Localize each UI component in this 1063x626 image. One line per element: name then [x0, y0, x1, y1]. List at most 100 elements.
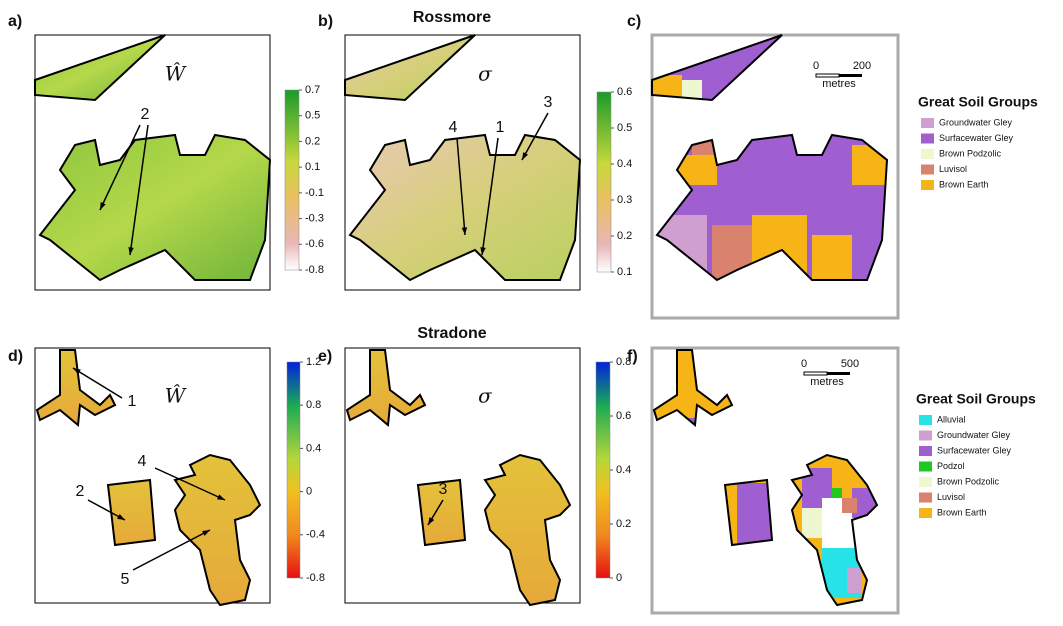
section-title: Stradone: [417, 325, 486, 342]
annotation: 4: [449, 119, 458, 136]
scale-unit: metres: [822, 78, 856, 90]
colorbar-tick-label: 0.6: [616, 410, 631, 422]
map-region: [40, 135, 270, 280]
colorbar-tick-label: 0.6: [617, 86, 632, 98]
map-region: [350, 135, 580, 280]
legend-swatch: [919, 493, 932, 503]
colorbar-tick-label: 0.4: [306, 442, 321, 454]
scale-bar: [816, 74, 839, 77]
colorbar-tick-label: -0.4: [306, 529, 325, 541]
soil-patch: [752, 215, 807, 295]
map-symbol: Ŵ: [165, 384, 187, 408]
scale-label: 500: [841, 358, 859, 370]
legend-label: Surfacewater Gley: [937, 445, 1012, 455]
legend-label: Alluvial: [937, 414, 966, 424]
colorbar-tick-label: -0.8: [305, 264, 324, 276]
legend-label: Surfacewater Gley: [939, 133, 1014, 143]
annotation: 1: [496, 119, 505, 136]
scale-bar: [839, 74, 862, 77]
soil-patch: [652, 75, 682, 135]
colorbar-tick-label: 0.5: [305, 110, 320, 122]
legend-swatch: [921, 180, 934, 190]
colorbar-tick-label: -0.3: [305, 212, 324, 224]
legend-swatch: [921, 165, 934, 175]
soil-patch: [652, 418, 712, 433]
legend-swatch: [919, 508, 932, 518]
panel-label: d): [8, 348, 23, 365]
colorbar-tick-label: 0.4: [617, 158, 632, 170]
legend-label: Brown Podzolic: [937, 476, 1000, 486]
colorbar: [287, 362, 300, 578]
legend-label: Luvisol: [937, 492, 965, 502]
panel-label: a): [8, 13, 22, 30]
colorbar-tick-label: -0.1: [305, 187, 324, 199]
soil-patch: [682, 80, 702, 105]
colorbar-tick-label: 0.3: [617, 194, 632, 206]
map: [347, 350, 570, 605]
annotation: 2: [141, 106, 150, 123]
legend-label: Luvisol: [939, 164, 967, 174]
panel: a) Ŵ 0.7 0.5 0.2 0.1 -0.1 -0.3 -0.6 -0.8 2: [8, 13, 324, 290]
legend-label: Groundwater Gley: [939, 117, 1013, 127]
legend-title: Great Soil Groups: [918, 94, 1038, 110]
legend-label: Groundwater Gley: [937, 430, 1011, 440]
legend-swatch: [919, 462, 932, 472]
map: [345, 35, 580, 280]
colorbar-tick-label: 0.1: [617, 266, 632, 278]
colorbar-tick-label: -0.6: [305, 238, 324, 250]
colorbar: [596, 362, 610, 578]
scale-unit: metres: [810, 376, 844, 388]
map-symbol: σ: [478, 384, 493, 408]
legend-swatch: [919, 446, 932, 456]
legend-swatch: [919, 415, 932, 425]
panel-label: e): [318, 348, 332, 365]
legend-label: Podzol: [937, 461, 965, 471]
soil-patch: [847, 568, 862, 593]
panel-label: b): [318, 13, 333, 30]
colorbar: [285, 90, 299, 270]
panel-label: f): [627, 348, 638, 365]
legend-label: Brown Podzolic: [939, 148, 1002, 158]
panel-label: c): [627, 13, 641, 30]
colorbar: [597, 92, 611, 272]
colorbar-tick-label: 0: [616, 572, 622, 584]
scale-bar: [804, 372, 827, 375]
colorbar-tick-label: 0.1: [305, 161, 320, 173]
colorbar-tick-label: 0: [306, 486, 312, 498]
colorbar-tick-label: 0.7: [305, 84, 320, 96]
soil-patch: [712, 225, 752, 285]
legend-label: Brown Earth: [939, 179, 989, 189]
legend-label: Brown Earth: [937, 507, 987, 517]
panel: f) 0 500 metres Great Soil Groups Alluvial Gro…: [627, 348, 1036, 618]
legend-title: Great Soil Groups: [916, 391, 1036, 407]
scale-label: 0: [801, 358, 807, 370]
legend-swatch: [921, 118, 934, 128]
figure: Rossmore Stradone a) Ŵ 0.7 0.5 0.2 0.1 -0.1 -0.…: [0, 0, 1063, 621]
soil-patch: [652, 418, 712, 433]
map-symbol: σ: [478, 62, 493, 86]
colorbar-tick-label: 0.5: [617, 122, 632, 134]
annotation: 5: [121, 571, 130, 588]
legend-swatch: [919, 431, 932, 441]
scale-label: 0: [813, 60, 819, 72]
map: [652, 35, 892, 325]
colorbar-tick-label: 0.2: [305, 135, 320, 147]
annotation: 3: [439, 481, 448, 498]
colorbar-tick-label: 0.8: [306, 399, 321, 411]
map-region: [108, 480, 155, 545]
map-region: [35, 35, 165, 100]
map-region: [345, 35, 475, 100]
panel: b)σ0.60.50.40.30.20.1413: [318, 13, 632, 290]
map: [35, 35, 270, 280]
legend-swatch: [921, 149, 934, 159]
map: [652, 348, 902, 618]
colorbar-tick-label: 0.4: [616, 464, 631, 476]
section-title: Rossmore: [413, 9, 491, 26]
map-symbol: Ŵ: [165, 62, 187, 86]
annotation: 2: [76, 483, 85, 500]
scale-bar: [827, 372, 850, 375]
annotation: 4: [138, 453, 147, 470]
legend-swatch: [919, 477, 932, 487]
annotation: 1: [128, 393, 137, 410]
